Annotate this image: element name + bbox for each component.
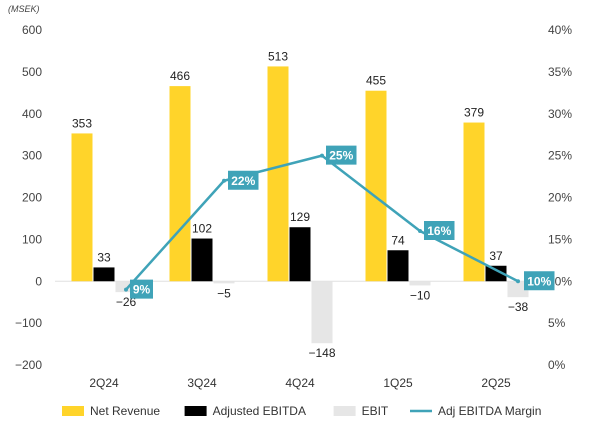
bar-ebit [311,281,333,344]
data-label-ebit: −148 [308,346,335,360]
legend-swatch-ebit [333,406,356,416]
margin-label-box [524,271,555,291]
y-left-tick-label: −200 [15,358,42,372]
data-label-ebit: −38 [508,300,529,314]
bar-adjusted-ebitda [191,238,213,282]
y-right-tick-label: 35% [548,65,572,79]
y-right-tick-label: 30% [548,107,572,121]
y-left-tick-label: 0 [35,274,42,288]
bar-ebit [507,281,529,298]
bar-adjusted-ebitda [485,265,507,282]
y-right-tick-label: 20% [548,191,572,205]
y-right-tick-label: 0% [548,358,566,372]
bar-ebit [409,281,431,286]
margin-data-label: 22% [231,174,255,188]
x-tick-label: 2Q24 [89,376,119,390]
data-label-net-revenue: 379 [464,106,484,120]
margin-label-box [130,279,153,299]
margin-label-box [424,221,455,240]
margin-label-box [228,170,259,190]
x-tick-label: 1Q25 [383,376,413,390]
margin-point [320,153,324,158]
y-left-tick-label: 600 [22,23,42,37]
bar-adjusted-ebitda [93,267,115,282]
x-tick-label: 4Q24 [285,376,315,390]
margin-point [418,229,422,233]
data-label-net-revenue: 466 [170,69,190,83]
data-label-adjusted-ebitda: 33 [97,250,111,264]
unit-label: (MSEK) [8,4,40,14]
data-label-adjusted-ebitda: 102 [192,222,212,236]
data-label-ebit: −10 [410,288,431,302]
margin-data-label: 10% [527,274,551,288]
y-right-tick-label: 40% [548,23,572,37]
y-left-tick-label: 500 [22,65,42,79]
margin-point [516,279,520,284]
bar-net-revenue [365,90,387,282]
x-tick-label: 3Q24 [187,376,217,390]
margin-point [222,178,226,183]
legend-label-ebit: EBIT [362,404,389,418]
y-left-tick-label: 100 [22,232,42,246]
bar-ebit [213,281,235,284]
bar-net-revenue [463,122,485,282]
y-right-tick-label: 15% [548,232,572,246]
data-label-net-revenue: 513 [268,49,288,63]
legend-swatch-adjusted-ebitda [184,406,207,416]
data-label-ebit: −26 [116,295,137,309]
margin-data-label: 25% [329,149,353,163]
data-label-adjusted-ebitda: 74 [391,233,405,247]
y-left-tick-label: −100 [15,316,42,330]
margin-label-box [326,145,357,165]
data-label-net-revenue: 455 [366,74,386,88]
y-right-tick-label: 5% [548,316,566,330]
bar-net-revenue [169,86,191,282]
bar-adjusted-ebitda [289,227,311,282]
legend-label-adjusted-ebitda: Adjusted EBITDA [213,404,306,418]
data-label-adjusted-ebitda: 37 [489,249,503,263]
legend-label-adj-ebitda-margin: Adj EBITDA Margin [438,404,541,418]
margin-data-label: 9% [133,283,151,297]
bar-net-revenue [267,66,289,282]
x-tick-label: 2Q25 [481,376,511,390]
data-label-adjusted-ebitda: 129 [290,210,310,224]
data-label-ebit: −5 [217,286,231,300]
bar-net-revenue [71,133,93,282]
legend-label-net-revenue: Net Revenue [90,404,160,418]
data-label-net-revenue: 353 [72,116,92,130]
y-left-tick-label: 200 [22,191,42,205]
bar-ebit [115,281,137,293]
bar-adjusted-ebitda [387,250,409,282]
margin-point [124,287,128,292]
legend-swatch-net-revenue [62,406,84,416]
y-right-tick-label: 25% [548,149,572,163]
margin-data-label: 16% [427,224,451,238]
y-left-tick-label: 400 [22,107,42,121]
y-left-tick-label: 300 [22,149,42,163]
